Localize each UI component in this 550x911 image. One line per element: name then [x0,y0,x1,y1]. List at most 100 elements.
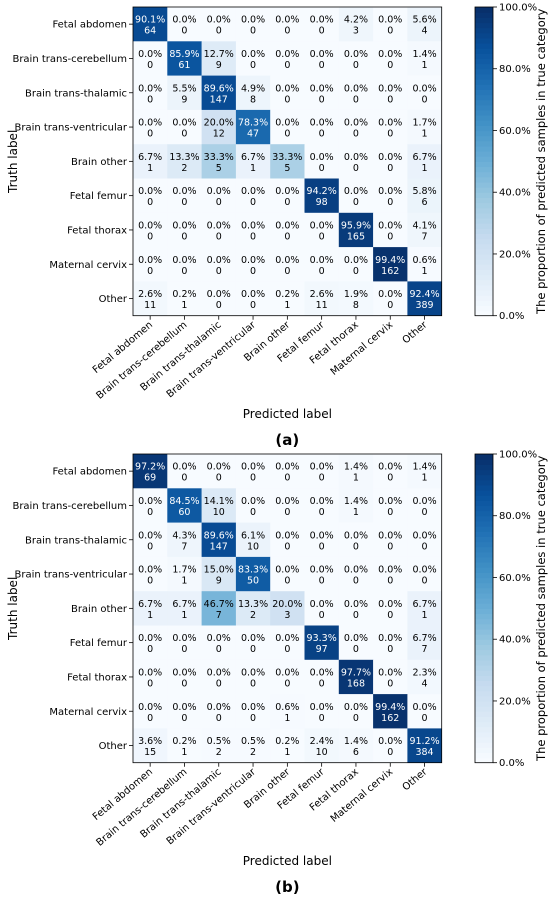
cell-percent-label: 0.0% [138,118,162,129]
cell-count-label: 0 [250,644,256,655]
y-tick-label: Other [99,294,128,305]
heatmap-cell [304,281,340,316]
cell-percent-label: 93.3% [307,633,337,644]
heatmap-cell [304,488,340,523]
cell-percent-label: 0.6% [412,255,436,266]
y-tick-label: Brain trans-thalamic [25,535,127,546]
cell-percent-label: 6.7% [138,152,162,163]
cell-percent-label: 0.0% [412,83,436,94]
heatmap-cell [270,212,305,248]
cell-count-label: 0 [284,576,290,587]
heatmap-cell [235,659,271,695]
colorbar-segment [475,207,493,214]
heatmap-cell [373,556,408,592]
cell-percent-label: 0.0% [275,496,299,507]
cell-count-label: 1 [422,473,428,484]
heatmap-cell [201,109,237,145]
cell-percent-label: 90.1% [135,15,165,26]
cell-percent-label: 0.0% [310,118,334,129]
colorbar-tick-label: 100.0% [499,3,537,14]
cell-count-label: 0 [422,94,428,105]
cell-percent-label: 6.7% [241,152,265,163]
cell-count-label: 0 [284,94,290,105]
colorbar-segment [475,659,493,666]
cell-count-label: 0 [319,129,325,140]
colorbar-segment [475,500,493,507]
heatmap-cell [407,556,442,592]
heatmap-cell [167,556,202,592]
cell-count-label: 165 [347,231,365,242]
cell-percent-label: 4.1% [412,220,436,231]
heatmap-cell [201,488,237,523]
cell-count-label: 0 [387,197,393,208]
cell-count-label: 61 [178,60,190,71]
cell-count-label: 15 [144,747,156,758]
colorbar-segment [475,608,493,615]
cell-percent-label: 0.0% [378,220,402,231]
cell-percent-label: 6.7% [412,599,436,610]
heatmap-cell [407,144,442,179]
cell-percent-label: 0.0% [241,49,265,60]
colorbar-segment [475,79,493,85]
heatmap-cell [133,659,168,695]
cell-count-label: 1 [284,713,290,724]
cell-count-label: 0 [284,644,290,655]
cell-percent-label: 1.7% [172,565,196,576]
heatmap-cell [270,178,305,214]
cell-percent-label: 2.4% [310,736,334,747]
cell-count-label: 1 [147,610,153,621]
heatmap-cell [167,212,202,248]
panel-caption: (a) [275,431,299,449]
colorbar-segment [475,515,493,522]
cell-count-label: 0 [250,197,256,208]
cell-count-label: 384 [415,747,433,758]
cell-count-label: 0 [422,541,428,552]
cell-percent-label: 1.4% [412,49,436,60]
cell-percent-label: 0.0% [172,633,196,644]
heatmap-cell [235,281,271,316]
colorbar-segment [475,706,493,712]
cell-count-label: 7 [422,644,428,655]
colorbar-segment [475,99,493,106]
heatmap-cell [373,247,408,282]
cell-percent-label: 12.7% [204,49,234,60]
heatmap-cell [304,522,340,558]
colorbar-segment [475,43,493,49]
cell-percent-label: 0.0% [275,565,299,576]
cell-percent-label: 0.0% [241,633,265,644]
colorbar-segment [475,670,493,676]
heatmap-cell [270,591,305,626]
heatmap-cell [407,454,442,489]
x-tick-label: Fetal abdomen [91,320,155,376]
cell-count-label: 98 [316,197,328,208]
heatmap-cell [235,75,271,111]
heatmap-cell [201,178,237,214]
heatmap-cell [235,488,271,523]
colorbar-segment [475,27,493,34]
cell-count-label: 0 [319,473,325,484]
colorbar-segment [475,171,493,178]
cell-count-label: 0 [387,576,393,587]
heatmap-cell [201,556,237,592]
colorbar-tick-label: 100.0% [499,450,537,461]
colorbar-tick-label: 60.0% [499,126,531,137]
cell-percent-label: 95.9% [341,220,371,231]
colorbar-frame [474,6,494,317]
colorbar-segment [475,505,493,512]
cell-count-label: 6 [353,747,359,758]
colorbar-segment [475,7,493,13]
cell-percent-label: 0.0% [310,220,334,231]
cell-count-label: 0 [147,507,153,518]
heatmap-cell [338,7,374,42]
colorbar-segment [475,73,493,80]
heatmap-cell [133,247,168,282]
cell-percent-label: 0.0% [310,255,334,266]
heatmap-cell [167,109,202,145]
colorbar-segment [475,562,493,568]
colorbar-segment [475,484,493,491]
cell-percent-label: 0.0% [207,633,231,644]
cell-count-label: 3 [353,26,359,37]
colorbar-segment [475,289,493,296]
cell-count-label: 0 [284,678,290,689]
cell-percent-label: 85.9% [169,49,199,60]
